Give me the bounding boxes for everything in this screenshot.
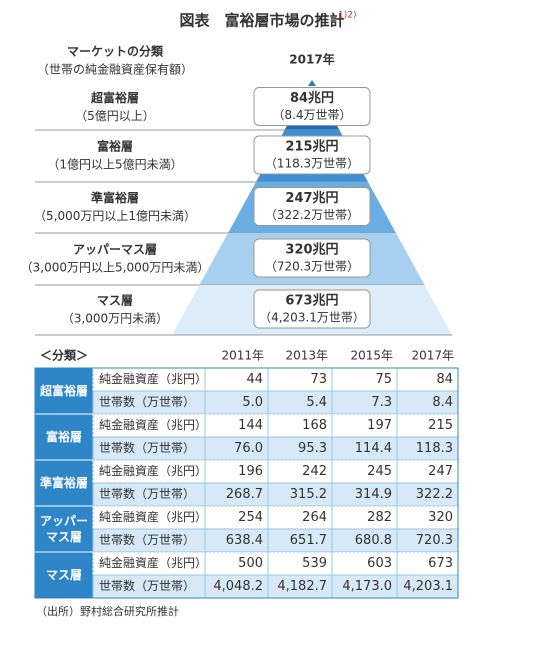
cell-value: 651.7 — [290, 533, 327, 548]
row-label: 純金融資産（兆円） — [99, 463, 207, 478]
level-range: （5億円以上） — [75, 109, 155, 123]
cell-value: 320 — [428, 510, 453, 525]
cell-value: 95.3 — [298, 441, 327, 456]
level-name: マス層 — [97, 294, 133, 308]
cell-value: 76.0 — [234, 441, 263, 456]
table-border — [34, 367, 459, 599]
households: （720.3万世帯） — [265, 260, 359, 274]
level-name: アッパーマス層 — [73, 243, 157, 257]
level-range: （5,000万円以上1億円未満） — [34, 209, 196, 223]
pyramid-tip — [308, 80, 316, 86]
cell-value: 5.4 — [306, 395, 327, 410]
cell-value: 254 — [238, 510, 263, 525]
amount: 215兆円 — [285, 139, 338, 155]
cell-value: 168 — [302, 418, 327, 433]
level-name: 準富裕層 — [91, 190, 139, 205]
cell-value: 114.4 — [355, 441, 392, 456]
cell-value: 680.8 — [355, 533, 392, 548]
cell-value: 4,182.7 — [277, 579, 327, 594]
cell-value: 539 — [302, 556, 327, 571]
year: 2017年 — [289, 52, 334, 67]
group-cell — [34, 505, 94, 553]
cell-value: 5.0 — [242, 395, 263, 410]
row-label: 世帯数（万世帯） — [99, 394, 195, 409]
value-box — [253, 289, 371, 329]
row-label: 世帯数（万世帯） — [99, 532, 195, 547]
cell-value: 118.3 — [416, 441, 453, 456]
cell-value: 638.4 — [226, 533, 263, 548]
row-label: 純金融資産（兆円） — [99, 371, 207, 386]
households: （4,203.1万世帯） — [259, 311, 365, 325]
group-name: 富裕層 — [46, 429, 82, 444]
amount: 673兆円 — [285, 293, 338, 309]
cell-value: 242 — [302, 464, 327, 479]
cell-value: 282 — [367, 510, 392, 525]
cell-value: 245 — [367, 464, 392, 479]
year-header: 2015年 — [350, 349, 393, 363]
value-box — [253, 87, 371, 126]
cell-value: 264 — [302, 510, 327, 525]
year-header: 2011年 — [221, 349, 264, 363]
cell-value: 314.9 — [355, 487, 392, 502]
level-range: （3,000万円未満） — [62, 312, 168, 326]
cell-value: 215 — [428, 418, 453, 433]
cell-value: 500 — [238, 556, 263, 571]
cell-value: 4,173.0 — [342, 579, 392, 594]
group-cell — [34, 551, 94, 599]
households: （8.4万世帯） — [272, 108, 351, 122]
row-label: 純金融資産（兆円） — [99, 555, 207, 570]
level-range: （1億円以上5億円未満） — [47, 158, 182, 172]
cell-value: 144 — [238, 418, 263, 433]
group-name: 超富裕層 — [39, 383, 88, 398]
cell-value: 8.4 — [432, 395, 453, 410]
group-name: アッパーマス層 — [40, 514, 88, 544]
cell-value: 673 — [428, 556, 453, 571]
cell-value: 7.3 — [371, 395, 392, 410]
cell-value: 75 — [375, 372, 392, 387]
group-cell — [34, 459, 94, 507]
amount: 320兆円 — [285, 242, 338, 258]
header-sub: （世帯の純金融資産保有額） — [37, 62, 193, 77]
group-name: 準富裕層 — [40, 475, 88, 490]
level-name: 富裕層 — [97, 139, 133, 154]
cell-value: 84 — [436, 372, 453, 387]
cell-value: 315.2 — [290, 487, 327, 502]
row-label: 純金融資産（兆円） — [99, 509, 207, 524]
cell-value: 197 — [367, 418, 392, 433]
cell-value: 73 — [310, 372, 327, 387]
cell-value: 4,048.2 — [213, 579, 263, 594]
value-box — [253, 238, 371, 278]
year-header: 2017年 — [411, 349, 454, 363]
amount: 84兆円 — [290, 90, 334, 106]
title-note: 1)2) — [338, 11, 356, 21]
source: （出所）野村総合研究所推計 — [36, 604, 179, 618]
table-corner: ＜分類＞ — [40, 348, 88, 363]
cell-value: 44 — [246, 372, 263, 387]
cell-value: 196 — [238, 464, 263, 479]
households: （322.2万世帯） — [265, 208, 359, 222]
cell-value: 4,203.1 — [403, 579, 453, 594]
row-label: 世帯数（万世帯） — [99, 578, 195, 593]
cell-value: 247 — [428, 464, 453, 479]
value-box — [253, 187, 371, 226]
cell-value: 603 — [367, 556, 392, 571]
cell-value: 268.7 — [226, 487, 263, 502]
amount: 247兆円 — [285, 190, 338, 206]
header-label: マーケットの分類 — [67, 44, 164, 59]
households: （118.3万世帯） — [265, 157, 359, 171]
row-label: 純金融資産（兆円） — [99, 417, 207, 432]
row-label: 世帯数（万世帯） — [99, 440, 195, 455]
row-label: 世帯数（万世帯） — [99, 486, 195, 501]
cell-value: 322.2 — [416, 487, 453, 502]
title: 図表 富裕層市場の推計 — [179, 12, 344, 30]
level-range: （3,000万円以上5,000万円未満） — [21, 261, 210, 275]
group-cell — [34, 367, 94, 415]
level-name: 超富裕層 — [90, 90, 139, 105]
value-box — [253, 135, 371, 175]
year-header: 2013年 — [285, 349, 328, 363]
group-name: マス層 — [46, 568, 82, 582]
cell-value: 720.3 — [416, 533, 453, 548]
